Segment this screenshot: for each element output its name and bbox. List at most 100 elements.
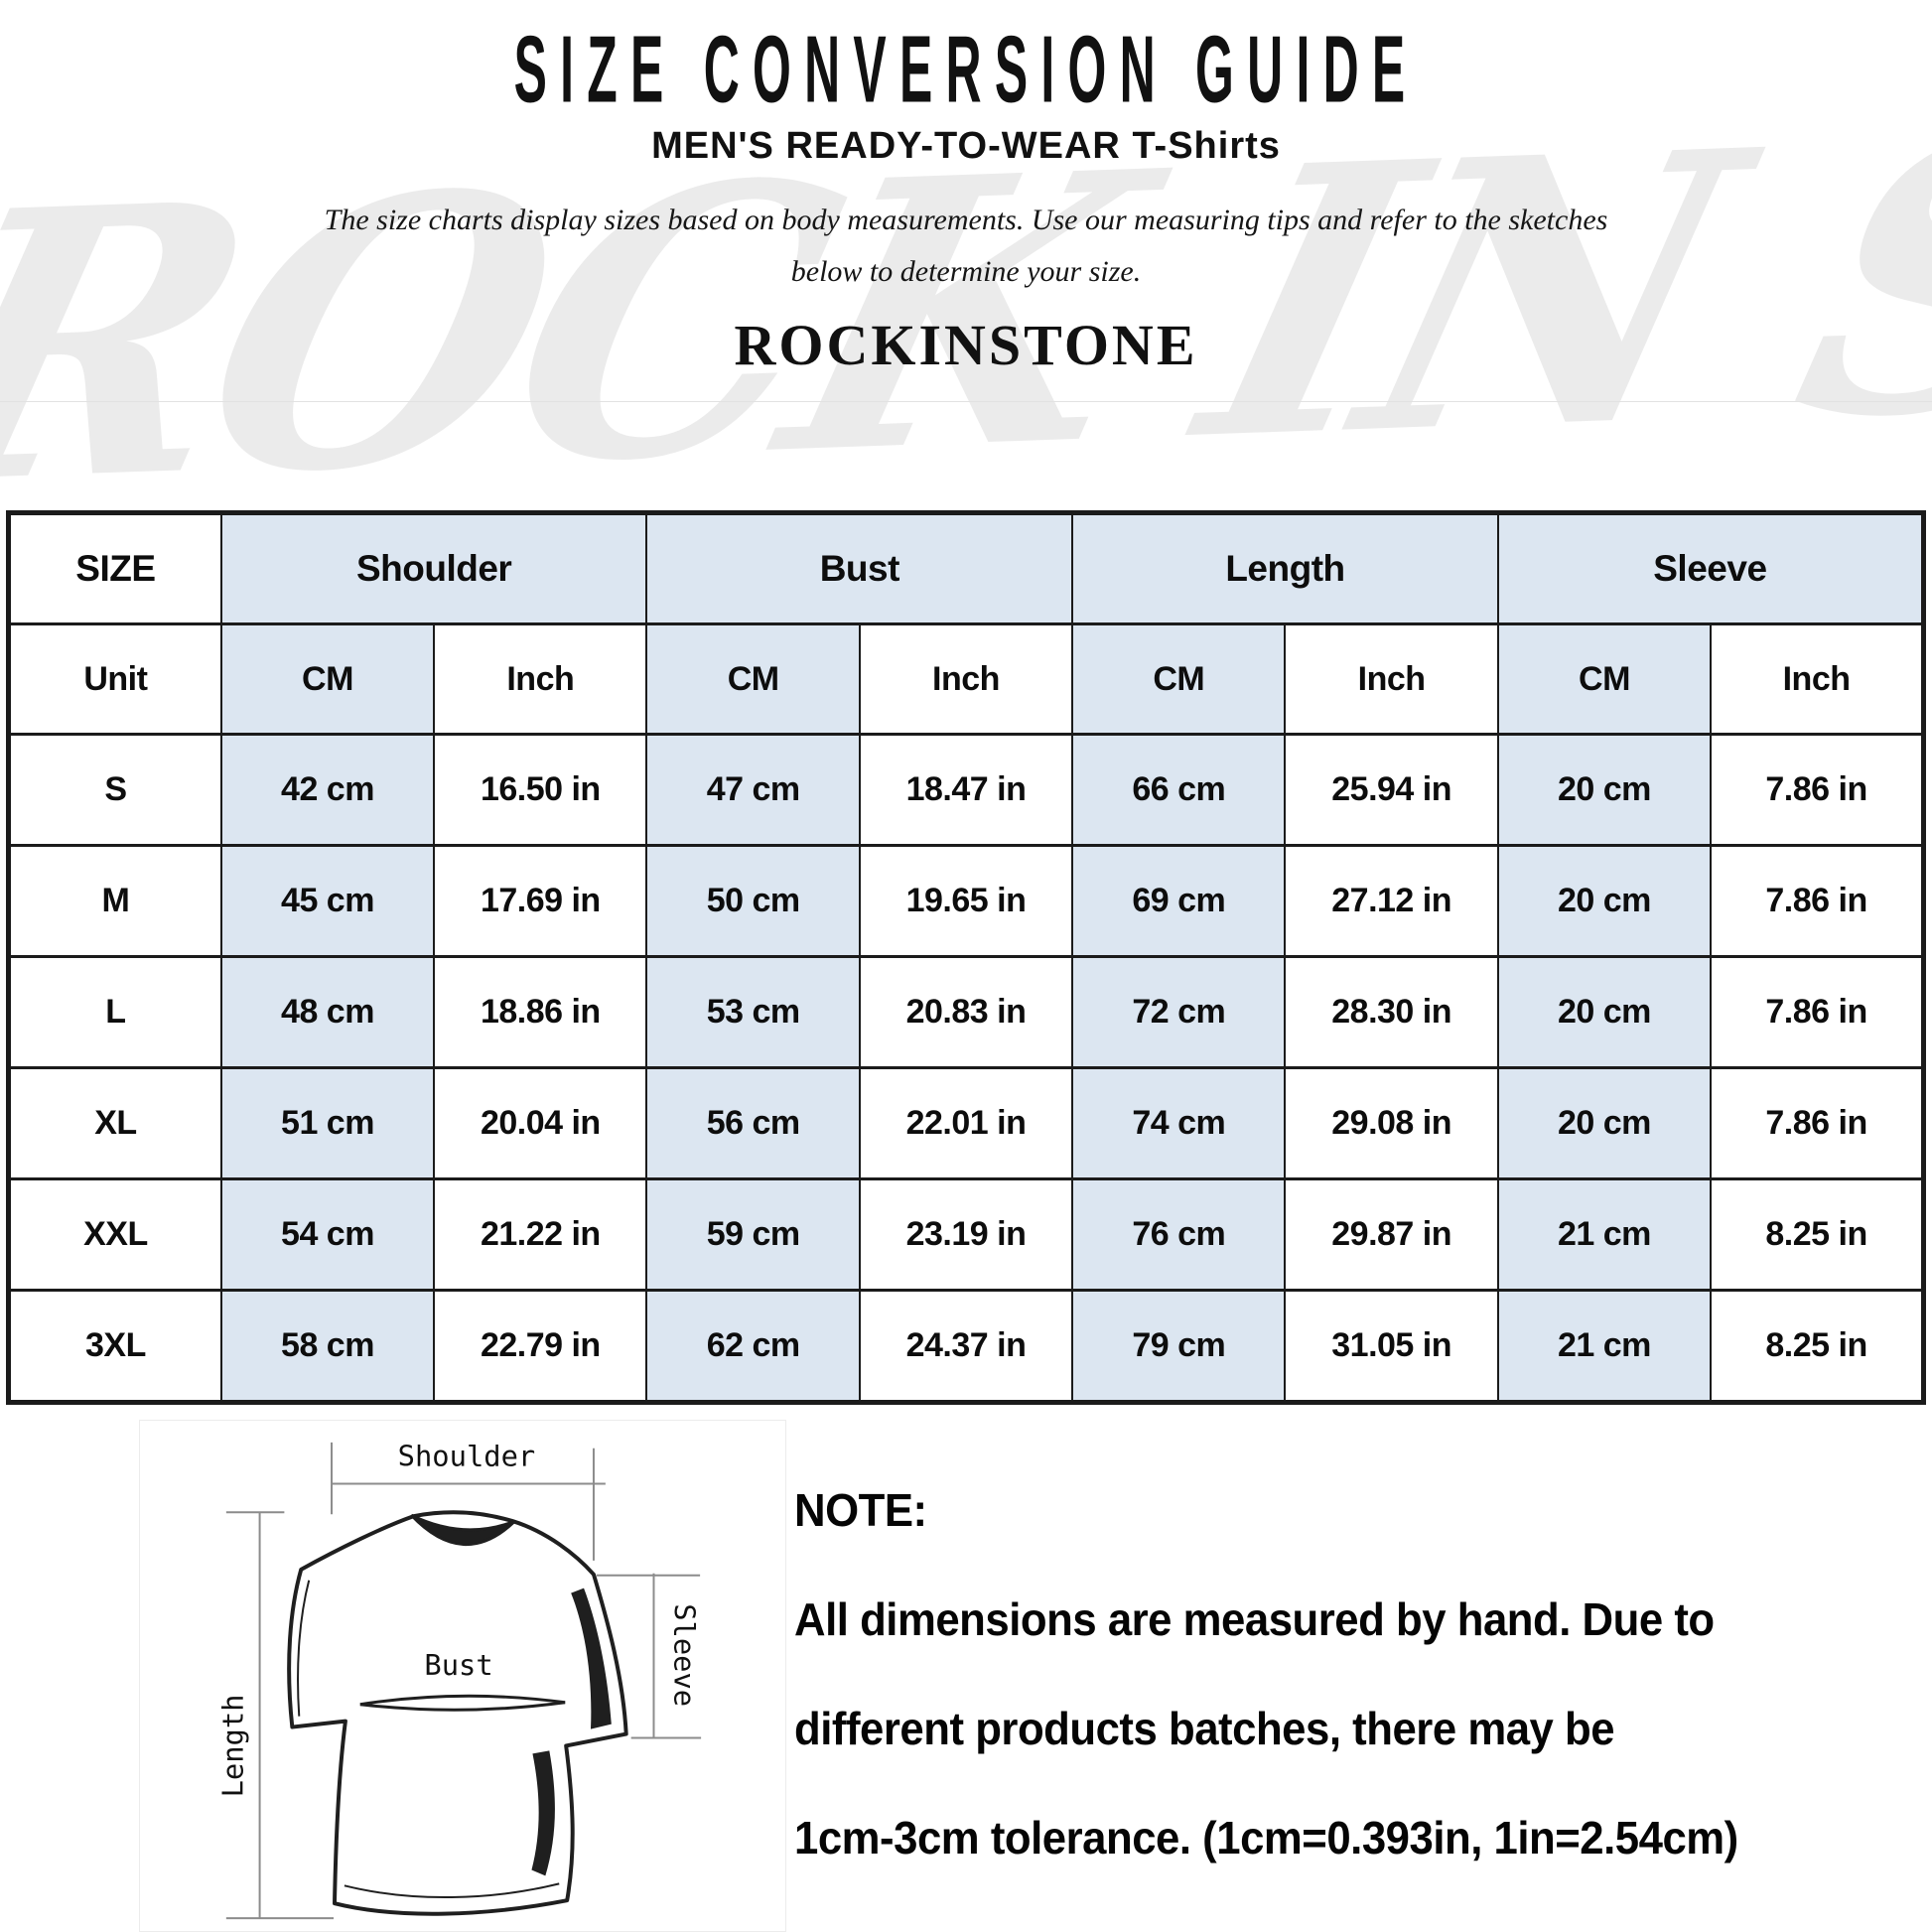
sleeve-inch-value: 7.86 in <box>1710 733 1925 847</box>
bust-inch-value: 18.47 in <box>858 733 1074 847</box>
sleeve-inch-value: 7.86 in <box>1710 955 1925 1069</box>
unit-bust-cm: CM <box>645 622 861 736</box>
page-subtitle: MEN'S READY-TO-WEAR T-Shirts <box>0 125 1932 168</box>
bust-cm-value: 53 cm <box>645 955 861 1069</box>
sleeve-cm-value: 20 cm <box>1496 844 1713 958</box>
length-cm-value: 66 cm <box>1071 733 1287 847</box>
table-group-header-row: SIZE Shoulder Bust Length Sleeve <box>7 511 1925 625</box>
table-row-s: S 42 cm 16.50 in 47 cm 18.47 in 66 cm 25… <box>7 733 1925 847</box>
shoulder-inch-value: 16.50 in <box>433 733 648 847</box>
length-label: Length <box>216 1694 250 1797</box>
unit-shoulder-inch: Inch <box>433 622 648 736</box>
description-line-2: below to determine your size. <box>790 255 1142 288</box>
column-header-bust: Bust <box>645 511 1074 625</box>
length-inch-value: 27.12 in <box>1284 844 1499 958</box>
bust-inch-value: 19.65 in <box>858 844 1074 958</box>
tshirt-measurement-sketch: Shoulder Bust Length Sleeve <box>139 1420 786 1932</box>
unit-length-cm: CM <box>1071 622 1287 736</box>
table-row-3xl: 3XL 58 cm 22.79 in 62 cm 24.37 in 79 cm … <box>7 1289 1925 1404</box>
description-text: The size charts display sizes based on b… <box>0 195 1932 298</box>
sleeve-label: Sleeve <box>667 1603 701 1707</box>
shoulder-label: Shoulder <box>398 1440 536 1473</box>
collar-band <box>410 1513 516 1547</box>
length-inch-value: 29.08 in <box>1284 1066 1499 1180</box>
length-inch-value: 29.87 in <box>1284 1177 1499 1292</box>
shoulder-cm-value: 54 cm <box>219 1177 436 1292</box>
size-label: L <box>7 955 222 1069</box>
sleeve-cm-value: 20 cm <box>1496 1066 1713 1180</box>
sleeve-inch-value: 8.25 in <box>1710 1177 1925 1292</box>
unit-bust-inch: Inch <box>858 622 1074 736</box>
note-title: NOTE: <box>794 1484 927 1536</box>
unit-sleeve-cm: CM <box>1496 622 1713 736</box>
shoulder-inch-value: 18.86 in <box>433 955 648 1069</box>
length-inch-value: 31.05 in <box>1284 1289 1499 1404</box>
length-inch-value: 25.94 in <box>1284 733 1499 847</box>
sleeve-cm-value: 21 cm <box>1496 1177 1713 1292</box>
size-conversion-table: SIZE Shoulder Bust Length Sleeve Unit CM… <box>6 510 1926 1405</box>
unit-sleeve-inch: Inch <box>1710 622 1925 736</box>
length-cm-value: 72 cm <box>1071 955 1287 1069</box>
shoulder-inch-value: 21.22 in <box>433 1177 648 1292</box>
shoulder-cm-value: 51 cm <box>219 1066 436 1180</box>
note-line-3: 1cm-3cm tolerance. (1cm=0.393in, 1in=2.5… <box>794 1812 1738 1863</box>
length-inch-value: 28.30 in <box>1284 955 1499 1069</box>
size-label: XL <box>7 1066 222 1180</box>
table-row-l: L 48 cm 18.86 in 53 cm 20.83 in 72 cm 28… <box>7 955 1925 1069</box>
bust-cm-value: 59 cm <box>645 1177 861 1292</box>
bust-label: Bust <box>424 1648 492 1682</box>
length-cm-value: 79 cm <box>1071 1289 1287 1404</box>
right-body-fold-shading <box>531 1750 555 1876</box>
shoulder-cm-value: 48 cm <box>219 955 436 1069</box>
table-unit-row: Unit CM Inch CM Inch CM Inch CM Inch <box>7 622 1925 736</box>
table-row-m: M 45 cm 17.69 in 50 cm 19.65 in 69 cm 27… <box>7 844 1925 958</box>
column-header-shoulder: Shoulder <box>219 511 648 625</box>
unit-shoulder-cm: CM <box>219 622 436 736</box>
sleeve-cm-value: 20 cm <box>1496 955 1713 1069</box>
right-sleeve-shading <box>571 1587 612 1729</box>
length-cm-value: 69 cm <box>1071 844 1287 958</box>
description-line-1: The size charts display sizes based on b… <box>324 204 1608 236</box>
tshirt-sketch-svg: Shoulder Bust Length Sleeve <box>216 1440 702 1920</box>
bust-inch-value: 20.83 in <box>858 955 1074 1069</box>
left-sleeve-crease <box>297 1580 311 1717</box>
sleeve-cm-value: 20 cm <box>1496 733 1713 847</box>
note-section: NOTE: All dimensions are measured by han… <box>794 1455 1869 1892</box>
tshirt-outline <box>287 1510 628 1916</box>
subtitle-product: T-Shirts <box>1132 125 1281 167</box>
bust-line-bottom <box>359 1701 566 1712</box>
bust-line-top <box>359 1694 566 1707</box>
bust-inch-value: 24.37 in <box>858 1289 1074 1404</box>
page-title: SIZE CONVERSION GUIDE <box>513 15 1419 123</box>
divider-line <box>0 401 1932 402</box>
brand-name: ROCKINSTONE <box>734 313 1198 377</box>
shoulder-inch-value: 20.04 in <box>433 1066 648 1180</box>
size-label: S <box>7 733 222 847</box>
size-label: 3XL <box>7 1289 222 1404</box>
shoulder-cm-value: 58 cm <box>219 1289 436 1404</box>
column-header-sleeve: Sleeve <box>1496 511 1925 625</box>
bust-cm-value: 56 cm <box>645 1066 861 1180</box>
unit-length-inch: Inch <box>1284 622 1499 736</box>
shoulder-inch-value: 17.69 in <box>433 844 648 958</box>
table-row-xxl: XXL 54 cm 21.22 in 59 cm 23.19 in 76 cm … <box>7 1177 1925 1292</box>
unit-label: Unit <box>7 622 222 736</box>
sleeve-inch-value: 8.25 in <box>1710 1289 1925 1404</box>
bust-inch-value: 23.19 in <box>858 1177 1074 1292</box>
bust-inch-value: 22.01 in <box>858 1066 1074 1180</box>
measurement-guides <box>225 1442 702 1920</box>
bust-cm-value: 50 cm <box>645 844 861 958</box>
column-header-length: Length <box>1071 511 1499 625</box>
size-label: M <box>7 844 222 958</box>
size-label: XXL <box>7 1177 222 1292</box>
column-header-size: SIZE <box>7 511 222 625</box>
bust-cm-value: 47 cm <box>645 733 861 847</box>
note-line-1: All dimensions are measured by hand. Due… <box>794 1593 1715 1645</box>
shoulder-cm-value: 45 cm <box>219 844 436 958</box>
shoulder-cm-value: 42 cm <box>219 733 436 847</box>
table-row-xl: XL 51 cm 20.04 in 56 cm 22.01 in 74 cm 2… <box>7 1066 1925 1180</box>
subtitle-category: MEN'S READY-TO-WEAR <box>651 125 1121 167</box>
length-cm-value: 74 cm <box>1071 1066 1287 1180</box>
bust-cm-value: 62 cm <box>645 1289 861 1404</box>
